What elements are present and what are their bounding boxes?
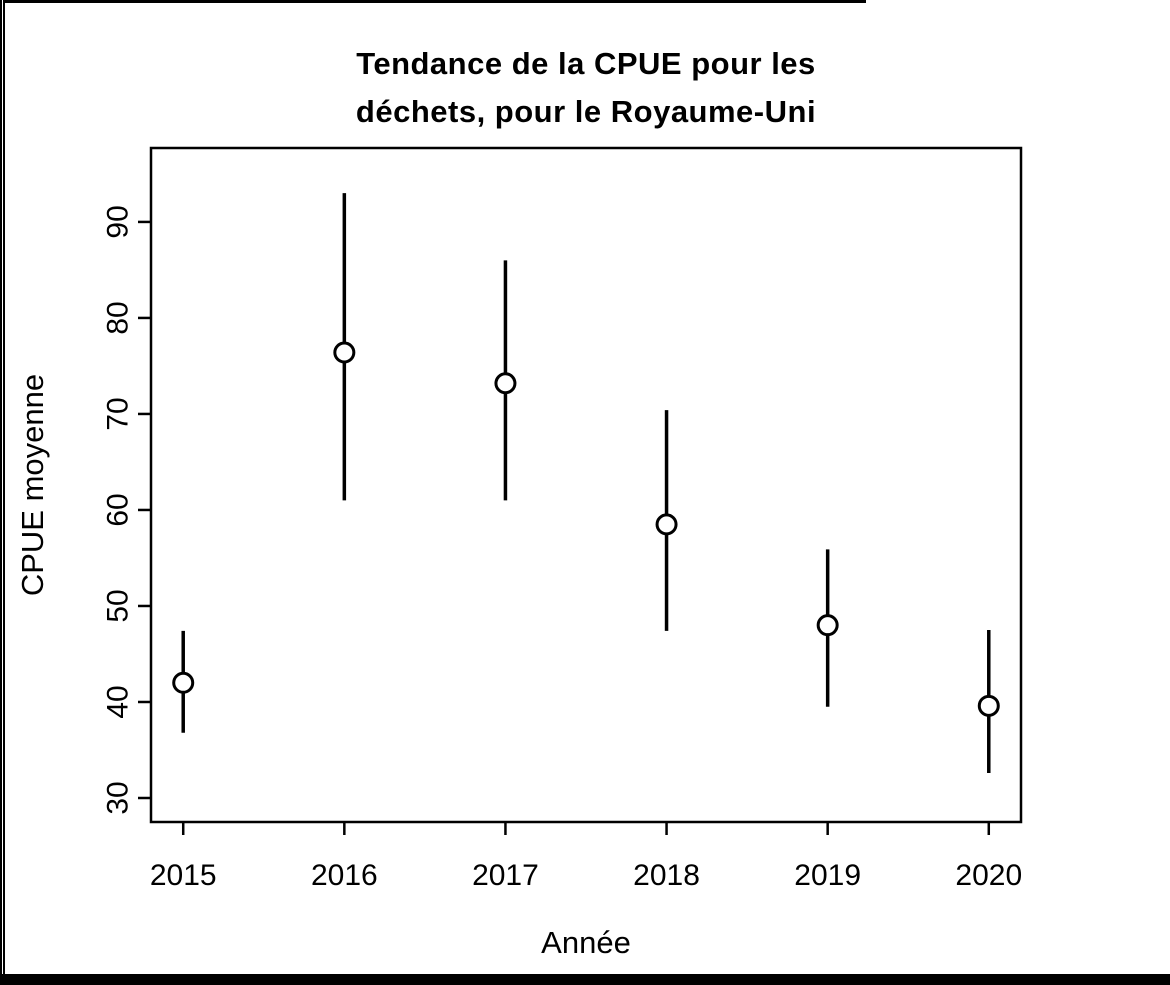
bottom-border-bar [0, 974, 1170, 985]
x-tick-label-2015: 2015 [150, 859, 217, 892]
top-border-line [0, 0, 866, 3]
data-point-2020 [977, 694, 1000, 717]
data-point-2019 [816, 614, 839, 637]
data-point-2015 [172, 671, 195, 694]
y-tick-label-50: 50 [102, 589, 135, 622]
y-tick-label-70: 70 [102, 397, 135, 430]
x-tick-label-2017: 2017 [472, 859, 539, 892]
x-tick-label-2016: 2016 [311, 859, 378, 892]
left-border-line [0, 0, 5, 985]
data-point-2016 [333, 341, 356, 364]
data-point-2017 [494, 372, 517, 395]
x-tick-label-2018: 2018 [633, 859, 700, 892]
x-tick-label-2020: 2020 [955, 859, 1022, 892]
plot-box [149, 146, 1023, 824]
y-tick-label-90: 90 [102, 205, 135, 238]
y-tick-label-80: 80 [102, 301, 135, 334]
chart-title: Tendance de la CPUE pour les déchets, po… [151, 40, 1021, 136]
data-point-2018 [655, 513, 678, 536]
chart-title-line-2: déchets, pour le Royaume-Uni [355, 94, 817, 129]
x-tick-label-2019: 2019 [794, 859, 861, 892]
x-axis-label: Année [541, 925, 631, 960]
y-tick-label-60: 60 [102, 493, 135, 526]
chart-title-line-1: Tendance de la CPUE pour les [356, 46, 816, 81]
y-tick-label-30: 30 [102, 781, 135, 814]
y-tick-label-40: 40 [102, 685, 135, 718]
